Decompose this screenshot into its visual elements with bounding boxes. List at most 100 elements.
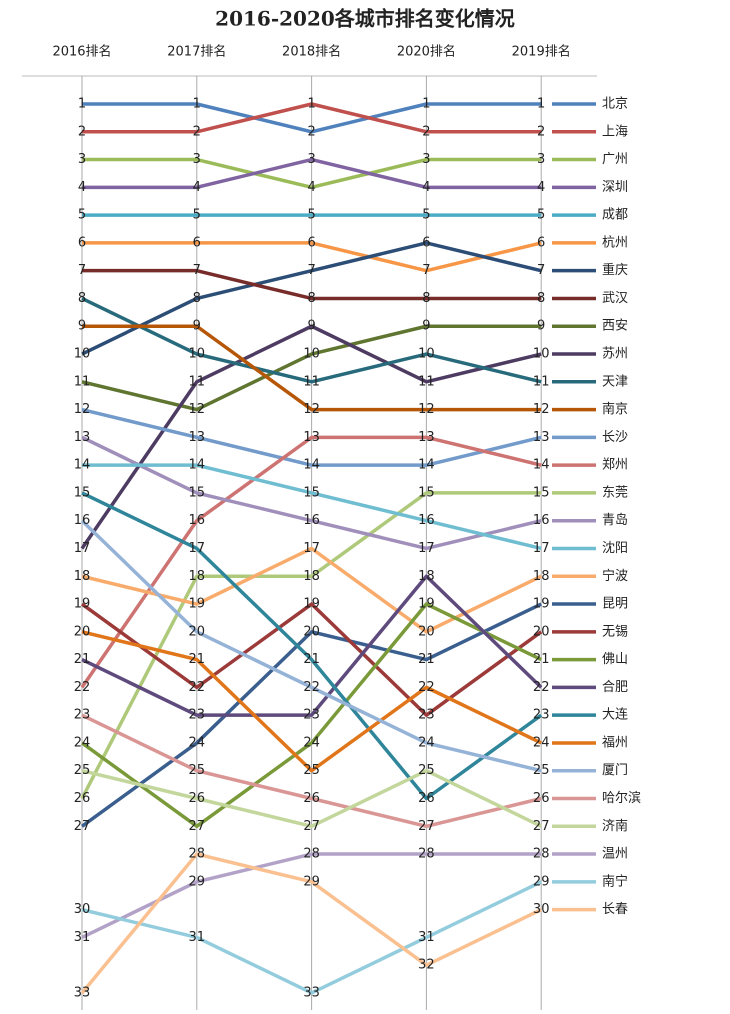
rank-line (81, 241, 542, 356)
rank-label: 12 (303, 402, 320, 417)
rank-label: 10 (533, 347, 550, 362)
legend-label: 西安 (602, 319, 628, 334)
rank-label: 29 (303, 874, 320, 889)
rank-label: 27 (74, 819, 91, 834)
legend-label: 合肥 (602, 680, 628, 695)
rank-label: 22 (74, 680, 91, 695)
rank-label: 11 (533, 374, 550, 389)
rank-label: 11 (74, 374, 91, 389)
rank-label: 17 (533, 541, 550, 556)
rank-label: 17 (418, 541, 435, 556)
rank-label: 1 (422, 97, 430, 112)
rank-label: 4 (78, 180, 86, 195)
rank-label: 7 (537, 263, 545, 278)
chart-title: 2016-2020各城市排名变化情况 (215, 7, 515, 31)
legend-label: 杭州 (602, 235, 628, 250)
rank-label: 24 (189, 735, 206, 750)
rank-label: 20 (189, 624, 206, 639)
rank-label: 31 (74, 930, 91, 945)
rank-label: 27 (303, 819, 320, 834)
rank-label: 13 (303, 430, 320, 445)
lines (80, 102, 543, 995)
legend-label: 沈阳 (602, 541, 628, 556)
rank-label: 19 (303, 597, 320, 612)
rank-label: 10 (189, 347, 206, 362)
rank-label: 24 (74, 735, 91, 750)
rank-label: 33 (74, 985, 91, 1000)
rank-label: 5 (307, 208, 315, 223)
column-header: 2017排名 (167, 44, 226, 60)
legend-label: 深圳 (602, 180, 628, 195)
rank-label: 6 (193, 235, 201, 250)
legend-label: 苏州 (602, 346, 628, 362)
rank-label: 20 (418, 624, 435, 639)
rank-line (80, 852, 542, 995)
rank-label: 16 (418, 513, 435, 528)
rank-line (82, 102, 542, 134)
column-header: 2020排名 (397, 44, 456, 60)
rank-label: 14 (533, 458, 550, 473)
legend-label: 福州 (602, 735, 628, 750)
rank-label: 1 (307, 97, 315, 112)
rank-label: 9 (422, 319, 430, 334)
rank-label: 32 (418, 958, 435, 973)
rank-label: 5 (422, 208, 430, 223)
legend-label: 长沙 (602, 430, 628, 445)
legend-label: 南京 (602, 401, 628, 417)
rank-label: 6 (537, 235, 545, 250)
rank-label: 19 (189, 597, 206, 612)
legend-label: 长春 (602, 902, 628, 917)
legend-label: 温州 (602, 847, 628, 862)
rank-label: 28 (303, 847, 320, 862)
rank-label: 8 (193, 291, 201, 306)
legend-label: 厦门 (602, 763, 628, 778)
rank-label: 25 (533, 763, 550, 778)
rank-label: 4 (422, 180, 430, 195)
rank-label: 21 (189, 652, 206, 667)
rank-line (81, 880, 542, 995)
column-header: 2018排名 (282, 44, 341, 60)
rank-line (80, 324, 542, 550)
rank-label: 26 (189, 791, 206, 806)
rank-label: 28 (418, 847, 435, 862)
rank-label: 22 (418, 680, 435, 695)
rank-label: 13 (418, 430, 435, 445)
rank-label: 26 (303, 791, 320, 806)
rank-label: 10 (303, 347, 320, 362)
rank-label: 18 (303, 569, 320, 584)
rank-line (82, 157, 542, 190)
rank-label: 8 (537, 291, 545, 306)
rank-label: 23 (303, 708, 320, 723)
legend-label: 东莞 (602, 485, 628, 500)
rank-label: 30 (74, 902, 91, 917)
rank-label: 31 (418, 930, 435, 945)
rank-label: 12 (189, 402, 206, 417)
rank-label: 6 (422, 235, 430, 250)
rank-line (80, 602, 542, 828)
rank-line (81, 324, 542, 412)
rank-line (81, 574, 543, 717)
rank-label: 2 (78, 124, 86, 139)
legend-label: 大连 (602, 707, 628, 723)
rank-label: 4 (537, 180, 545, 195)
rank-label: 9 (537, 319, 545, 334)
rank-label: 26 (533, 791, 550, 806)
rank-line (81, 768, 542, 829)
rank-label: 4 (193, 180, 201, 195)
rank-label: 12 (418, 402, 435, 417)
legend-label: 郑州 (602, 458, 628, 473)
rank-label: 16 (533, 513, 550, 528)
rank-label: 19 (533, 597, 550, 612)
rank-label: 27 (418, 819, 435, 834)
legend-label: 济南 (602, 818, 628, 834)
rank-label: 7 (193, 263, 201, 278)
rank-label: 25 (74, 763, 91, 778)
rank-label: 27 (189, 819, 206, 834)
rank-label: 10 (74, 347, 91, 362)
column-header: 2016排名 (52, 44, 111, 60)
legend-label: 佛山 (602, 652, 628, 667)
rank-label: 15 (74, 485, 91, 500)
rank-label: 13 (189, 430, 206, 445)
